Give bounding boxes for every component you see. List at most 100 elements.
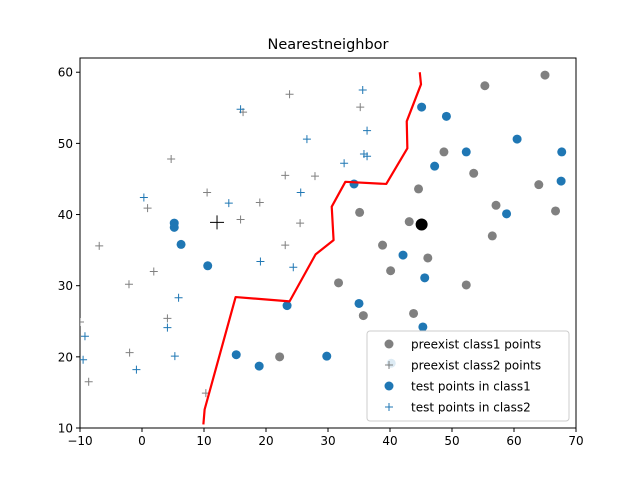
highlight-plus-point — [210, 215, 225, 230]
data-point — [461, 280, 471, 290]
data-point — [363, 126, 372, 135]
data-point — [275, 352, 285, 362]
y-tick-label: 10 — [58, 422, 73, 436]
data-point — [296, 219, 305, 228]
data-point — [512, 134, 522, 144]
data-point — [414, 184, 424, 194]
x-tick-label: 50 — [444, 434, 459, 448]
data-point — [80, 317, 84, 326]
data-point — [169, 222, 179, 232]
data-point — [124, 280, 133, 289]
data-point — [170, 352, 179, 361]
data-point — [534, 180, 544, 190]
data-point — [340, 159, 349, 168]
plot-area — [80, 70, 567, 425]
y-tick-label: 30 — [58, 279, 73, 293]
data-point — [231, 350, 241, 360]
data-point — [174, 293, 183, 302]
data-point — [502, 209, 512, 219]
data-point — [289, 263, 298, 272]
data-point — [149, 267, 158, 276]
axes: −10 0 10 20 30 40 50 60 70 10 20 30 40 50 60 — [58, 57, 584, 448]
legend-marker — [385, 361, 393, 369]
legend-marker — [384, 339, 394, 349]
x-tick-label: 60 — [506, 434, 521, 448]
data-point — [418, 322, 428, 332]
data-point — [80, 355, 88, 364]
x-tick-label: 0 — [138, 434, 146, 448]
data-point — [417, 102, 427, 112]
data-point — [281, 241, 290, 250]
x-tick-label: 70 — [568, 434, 583, 448]
data-point — [404, 217, 414, 227]
data-point — [254, 361, 264, 371]
data-point — [163, 314, 172, 323]
highlight-circle-point — [415, 218, 428, 231]
data-point — [236, 215, 245, 224]
data-point — [302, 135, 311, 144]
data-point — [358, 311, 368, 321]
data-point — [439, 147, 449, 157]
data-point — [322, 351, 332, 361]
data-point — [255, 198, 264, 207]
data-point — [296, 188, 305, 197]
data-point — [349, 179, 359, 189]
plot-clip-group — [80, 70, 567, 425]
decision-boundary-line — [202, 72, 423, 425]
x-tick-label: 10 — [196, 434, 211, 448]
series-3 — [169, 102, 567, 371]
x-tick-label: 20 — [258, 434, 273, 448]
data-point — [430, 161, 440, 171]
data-point — [236, 105, 245, 114]
data-point — [386, 266, 396, 276]
series-1 — [275, 70, 561, 362]
legend-label: preexist class1 points — [411, 338, 541, 352]
data-point — [80, 332, 89, 341]
y-tick-label: 60 — [58, 66, 73, 80]
y-tick-label: 40 — [58, 208, 73, 222]
data-point — [487, 231, 497, 241]
data-point — [356, 103, 365, 112]
data-point — [163, 323, 172, 332]
legend-marker — [384, 381, 394, 391]
data-point — [409, 308, 419, 318]
data-point — [143, 204, 152, 213]
data-point — [423, 253, 433, 263]
data-point — [176, 239, 186, 249]
data-point — [551, 206, 561, 216]
data-point — [469, 168, 479, 178]
data-point — [203, 261, 213, 271]
data-point — [139, 193, 148, 202]
data-point — [310, 172, 319, 181]
data-point — [557, 147, 567, 157]
y-tick-label: 20 — [58, 350, 73, 364]
data-point — [359, 150, 368, 159]
data-point — [285, 90, 294, 99]
data-point — [95, 241, 104, 250]
data-point — [398, 250, 408, 260]
data-point — [480, 81, 490, 91]
chart-title: Nearestneighbor — [267, 37, 388, 53]
data-point — [461, 147, 471, 157]
data-point — [355, 207, 365, 217]
data-point — [420, 273, 430, 283]
legend-label: test points in class2 — [411, 401, 531, 415]
legend-label: test points in class1 — [411, 380, 531, 394]
legend: preexist class1 points preexist class2 po… — [366, 330, 570, 422]
data-point — [224, 199, 233, 208]
data-point — [203, 188, 212, 197]
data-point — [282, 301, 292, 311]
data-point — [334, 278, 344, 288]
x-tick-label: 40 — [382, 434, 397, 448]
x-tick-label: 30 — [320, 434, 335, 448]
data-point — [256, 257, 265, 266]
data-point — [491, 200, 501, 210]
x-tick-label: −10 — [67, 434, 92, 448]
data-point — [167, 155, 176, 164]
data-point — [556, 176, 566, 186]
legend-marker — [385, 403, 393, 411]
data-point — [358, 86, 367, 95]
series-4 — [80, 86, 372, 374]
data-point — [378, 240, 388, 250]
